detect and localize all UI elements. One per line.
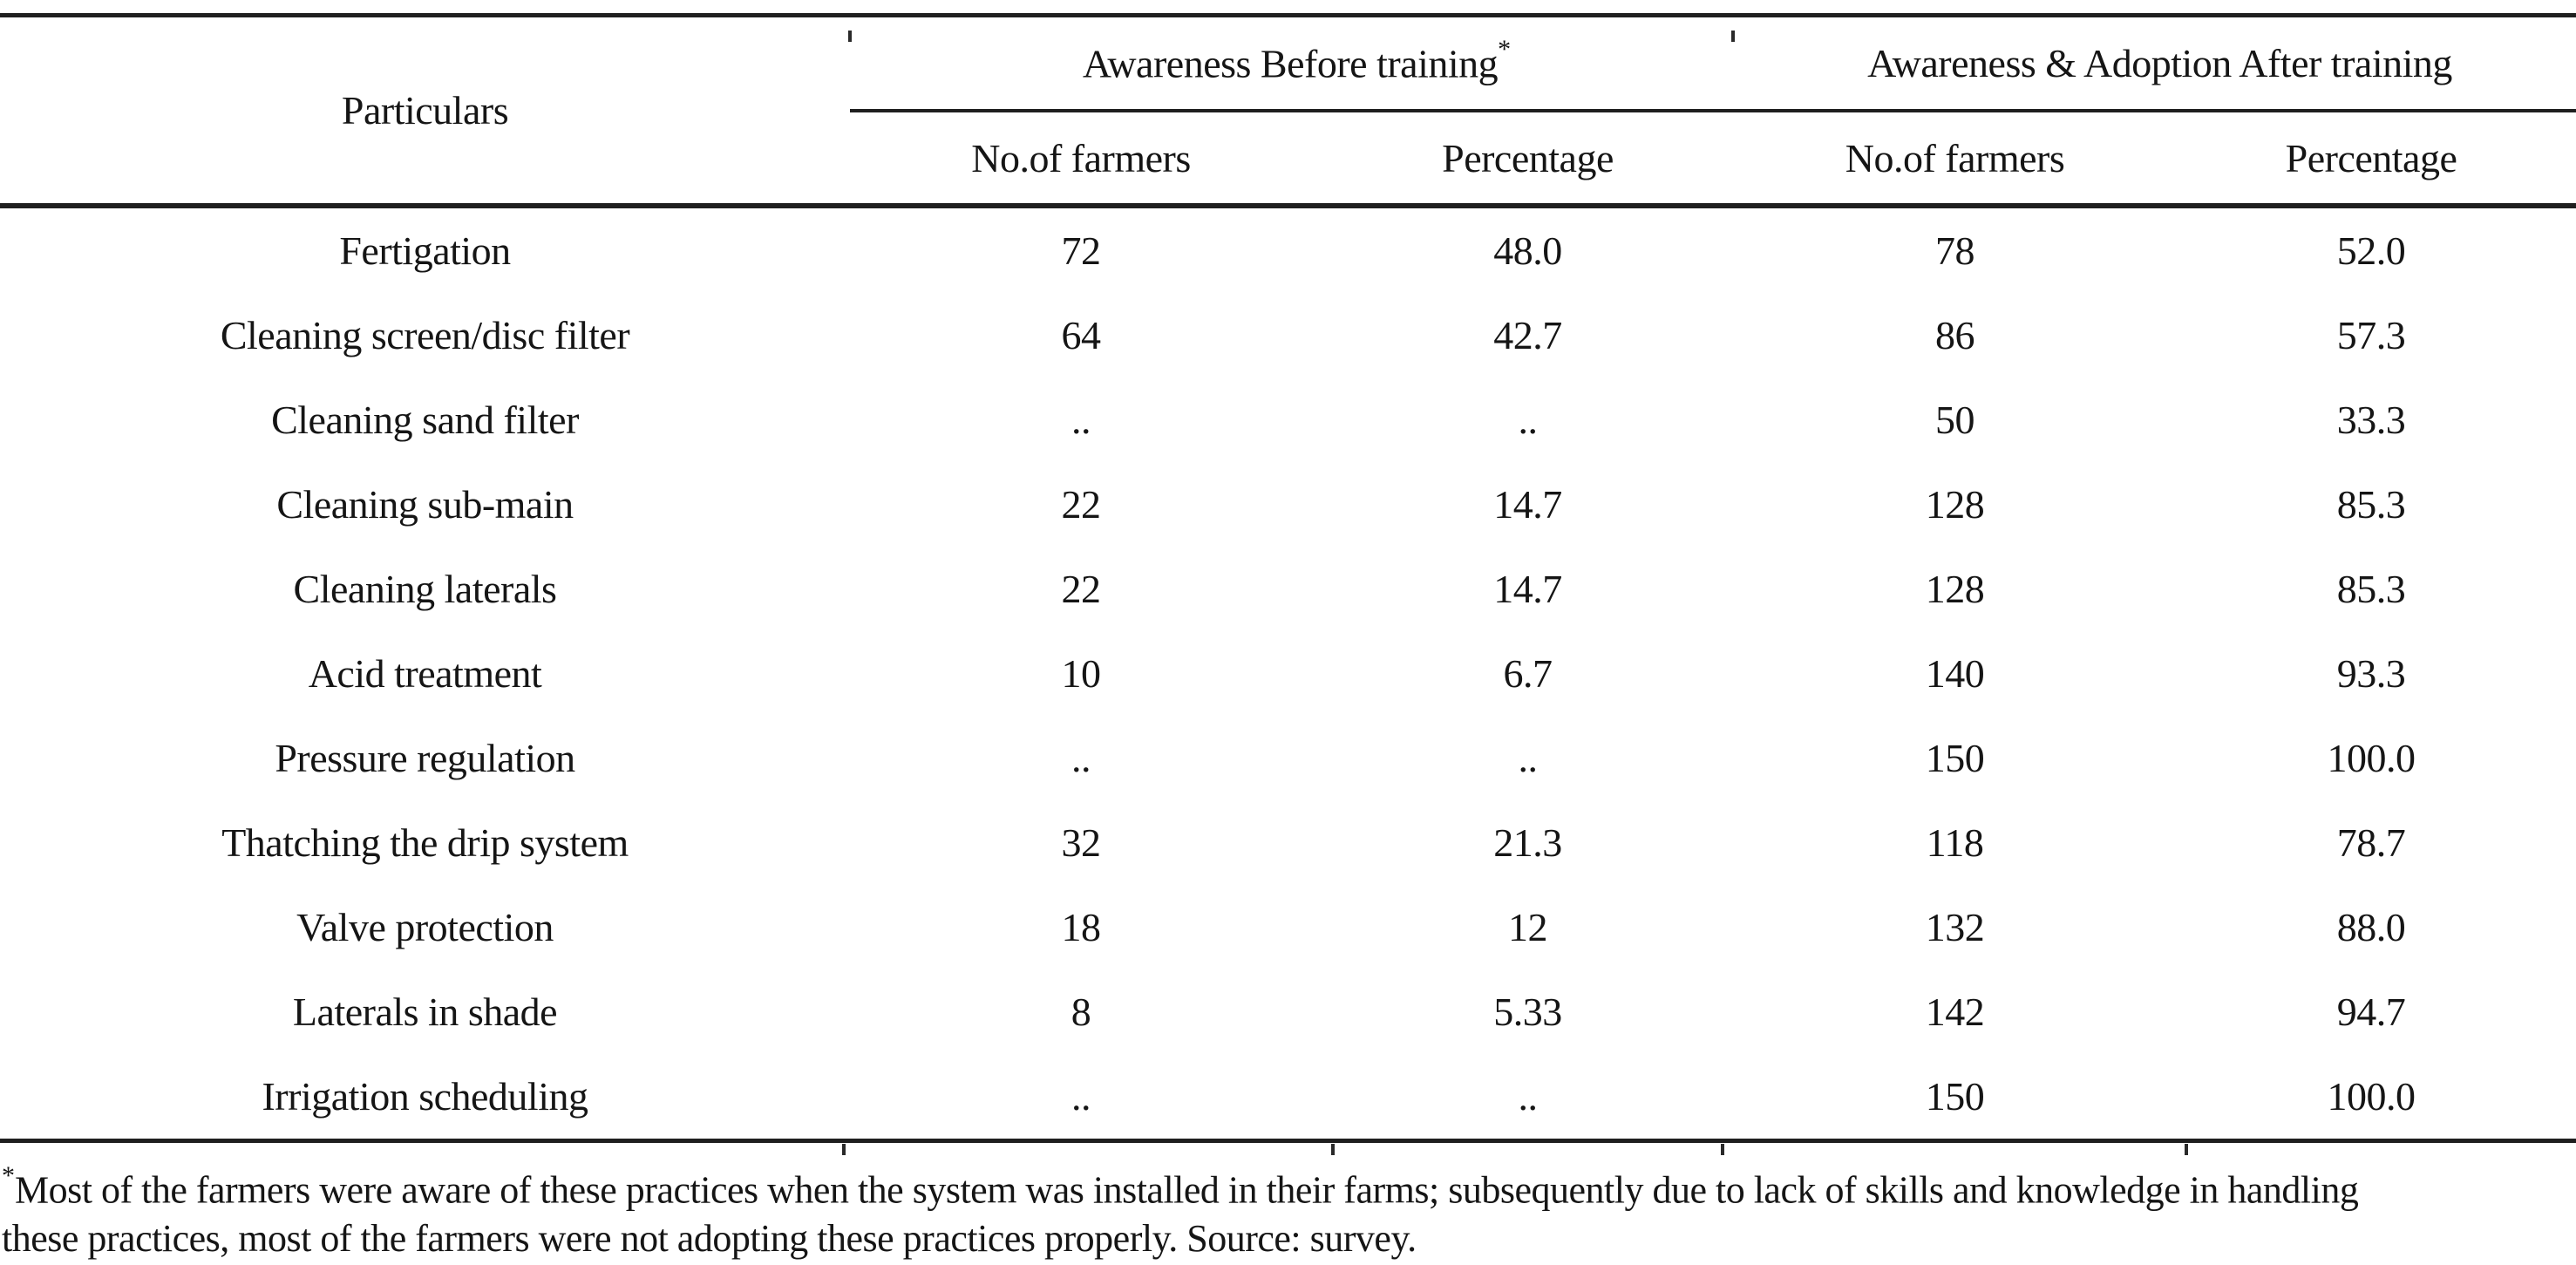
cell-particulars: Cleaning sub-main [276, 482, 574, 527]
cell-after-farmers: 150 [1925, 736, 1985, 780]
cell-before-percentage: 14.7 [1493, 482, 1562, 527]
column-header-after-farmers: No.of farmers [1743, 111, 2167, 208]
cell-before-farmers: .. [1071, 398, 1091, 442]
column-header-after-percentage: Percentage [2166, 111, 2576, 208]
column-tick [1731, 31, 1735, 42]
column-header-before-farmers: No.of farmers [850, 111, 1312, 208]
footnote-line-1: *Most of the farmers were aware of these… [2, 1157, 2576, 1214]
column-header-before-percentage: Percentage [1312, 111, 1744, 208]
table-row: Fertigation 72 48.0 78 52.0 [0, 206, 2576, 293]
cell-after-percentage: 33.3 [2336, 398, 2406, 442]
cell-after-percentage: 100.0 [2166, 1054, 2576, 1143]
cell-particulars: Acid treatment [308, 651, 542, 696]
column-tick [1721, 1144, 1724, 1155]
table-row: Cleaning laterals 22 14.7 128 85.3 [0, 547, 2576, 631]
cell-after-percentage: 93.3 [2336, 651, 2406, 696]
table-row: Cleaning sub-main 22 14.7 128 85.3 [0, 462, 2576, 547]
cell-particulars: Thatching the drip system [221, 820, 629, 865]
table-row: Irrigation scheduling .. .. 150 100.0 [0, 1054, 2576, 1143]
cell-particulars: Cleaning sand filter [271, 398, 579, 442]
table-row: Thatching the drip system 32 21.3 118 78… [0, 800, 2576, 885]
footnote-text-1: Most of the farmers were aware of these … [15, 1168, 2359, 1212]
cell-particulars: Cleaning laterals [293, 567, 557, 611]
cell-particulars: Fertigation [339, 228, 511, 273]
cell-before-farmers: .. [850, 1054, 1312, 1143]
footnote-line-2: these practices, most of the farmers wer… [2, 1216, 1417, 1260]
cell-after-farmers: 128 [1925, 567, 1985, 611]
cell-particulars: Cleaning screen/disc filter [220, 313, 630, 357]
cell-before-percentage: 5.33 [1493, 990, 1562, 1034]
cell-before-farmers: 64 [1061, 313, 1102, 357]
cell-before-percentage: 42.7 [1493, 313, 1562, 357]
cell-after-percentage: 85.3 [2336, 482, 2406, 527]
table-row: Acid treatment 10 6.7 140 93.3 [0, 631, 2576, 716]
cell-after-farmers: 132 [1925, 905, 1985, 949]
cell-before-farmers: 10 [1061, 651, 1102, 696]
table-row: Valve protection 18 12 132 88.0 [0, 885, 2576, 969]
cell-particulars: Irrigation scheduling [0, 1054, 850, 1143]
footnote-marker: * [2, 1161, 15, 1190]
cell-after-farmers: 140 [1925, 651, 1985, 696]
column-group-before-training: Awareness Before training* [850, 13, 1744, 112]
column-group-after-training: Awareness & Adoption After training [1743, 13, 2576, 112]
cell-before-farmers: 18 [1061, 905, 1102, 949]
column-tick [1331, 1144, 1335, 1155]
table-row: Cleaning screen/disc filter 64 42.7 86 5… [0, 293, 2576, 377]
cell-particulars: Valve protection [296, 905, 554, 949]
cell-before-farmers: 32 [1061, 820, 1102, 865]
cell-after-percentage: 94.7 [2336, 990, 2406, 1034]
header-subcolumn-row: No.of farmers Percentage No.of farmers P… [0, 111, 2576, 208]
awareness-adoption-table: Particulars Awareness Before training* A… [0, 13, 2576, 1143]
table-row: Cleaning sand filter .. .. 50 33.3 [0, 377, 2576, 462]
cell-before-percentage: .. [1312, 1054, 1744, 1143]
column-tick [2185, 1144, 2188, 1155]
cell-after-percentage: 100.0 [2327, 736, 2416, 780]
cell-after-farmers: 86 [1935, 313, 1975, 357]
table-row: Pressure regulation .. .. 150 100.0 [0, 716, 2576, 800]
cell-after-percentage: 52.0 [2336, 228, 2406, 273]
cell-after-percentage: 88.0 [2336, 905, 2406, 949]
cell-before-percentage: 12 [1508, 905, 1548, 949]
cell-after-farmers: 150 [1743, 1054, 2167, 1143]
cell-before-farmers: 8 [1071, 990, 1091, 1034]
table-row: Laterals in shade 8 5.33 142 94.7 [0, 969, 2576, 1054]
cell-after-farmers: 118 [1926, 820, 1984, 865]
cell-before-farmers: 22 [1061, 482, 1102, 527]
column-tick [848, 31, 852, 42]
cell-particulars: Laterals in shade [292, 990, 558, 1034]
cell-after-farmers: 142 [1925, 990, 1985, 1034]
cell-before-percentage: 14.7 [1493, 567, 1562, 611]
cell-before-farmers: 22 [1061, 567, 1102, 611]
table-footnote: *Most of the farmers were aware of these… [2, 1157, 2576, 1262]
cell-after-percentage: 78.7 [2336, 820, 2406, 865]
cell-after-farmers: 128 [1925, 482, 1985, 527]
cell-before-farmers: 72 [1061, 228, 1102, 273]
cell-after-farmers: 50 [1935, 398, 1975, 442]
cell-before-farmers: .. [1071, 736, 1091, 780]
footnote-marker-reference: * [1498, 34, 1512, 64]
group-before-label: Awareness Before training [1082, 41, 1499, 86]
cell-before-percentage: 48.0 [1493, 228, 1562, 273]
cell-before-percentage: 21.3 [1493, 820, 1562, 865]
cell-after-farmers: 78 [1935, 228, 1975, 273]
cell-before-percentage: 6.7 [1503, 651, 1553, 696]
cell-before-percentage: .. [1518, 736, 1539, 780]
column-header-particulars: Particulars [0, 13, 850, 208]
column-tick [842, 1144, 846, 1155]
cell-particulars: Pressure regulation [275, 736, 575, 780]
cell-after-percentage: 85.3 [2336, 567, 2406, 611]
header-group-row: Particulars Awareness Before training* A… [0, 13, 2576, 208]
cell-after-percentage: 57.3 [2336, 313, 2406, 357]
cell-before-percentage: .. [1518, 398, 1539, 442]
